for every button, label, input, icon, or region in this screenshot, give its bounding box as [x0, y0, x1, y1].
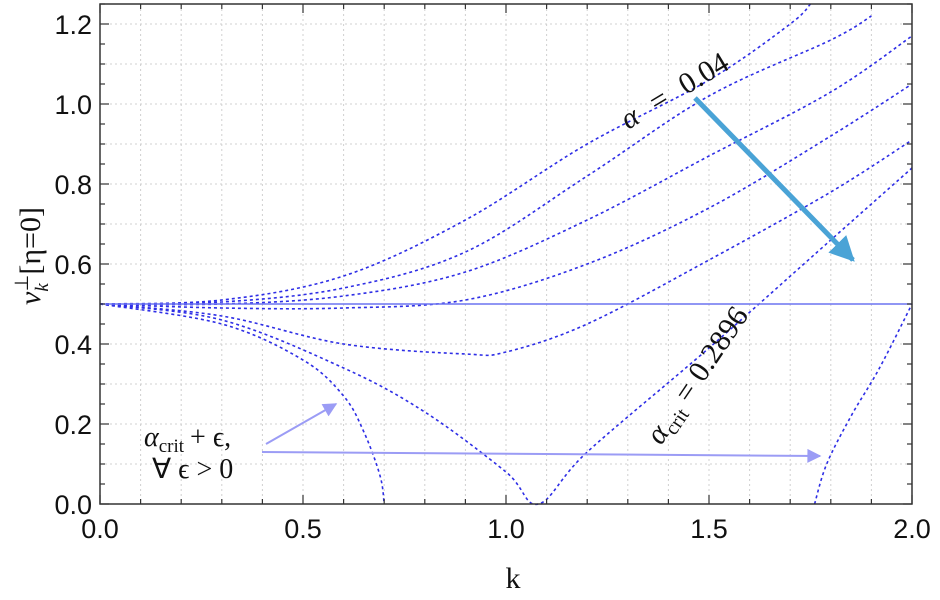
annotation-alpha-eps-line2: ∀ ϵ > 0	[152, 454, 233, 485]
series-line-2	[99, 15, 872, 305]
annotation-alpha-eps-sub: crit	[159, 436, 185, 457]
series-line-1	[99, 3, 812, 305]
annotation-alpha-eps-line1: αcrit + ϵ,	[144, 422, 231, 457]
y-axis-title: vk⊥[η=0]	[12, 207, 53, 305]
y-axis-title-base: v	[14, 291, 47, 305]
y-tick-label: 0.6	[54, 250, 92, 280]
annotation-alpha-eps-symbol: α	[144, 422, 160, 453]
pointer-arrow-left	[265, 403, 338, 445]
x-tick-label: 1.0	[487, 514, 525, 544]
svg-text:αcrit=0.2896: αcrit=0.2896	[639, 301, 758, 453]
y-tick-label: 0.0	[54, 490, 92, 520]
ticks	[99, 3, 913, 505]
y-tick-label: 0.2	[54, 410, 92, 440]
series-line-5	[99, 139, 913, 357]
tick-labels: 0.0 0.5 1.0 1.5 2.0 0.0 0.2 0.4 0.6 0.8 1.0 1.2	[54, 10, 930, 544]
annotation-alpha-top-value: 0.04	[673, 46, 735, 101]
series-line-8	[813, 303, 913, 505]
y-axis-title-sub: k	[32, 283, 53, 292]
series-line-4	[99, 83, 913, 310]
annotation-alpha-eps-rest: + ϵ,	[190, 422, 231, 453]
annotation-alpha-top-equals: =	[643, 82, 675, 119]
alpha-increase-arrow	[693, 96, 855, 262]
x-tick-label: 0.0	[81, 514, 119, 544]
x-tick-label: 0.5	[284, 514, 322, 544]
x-tick-label: 1.5	[690, 514, 728, 544]
svg-text:vk⊥[η=0]: vk⊥[η=0]	[12, 207, 53, 305]
y-axis-title-bracket: [η=0]	[14, 207, 47, 275]
annotation-alpha-crit-value: 0.2896	[682, 301, 755, 388]
y-axis-title-sup: ⊥	[12, 275, 33, 292]
series-line-6	[99, 167, 913, 505]
pointer-arrow-right	[261, 448, 822, 463]
y-tick-label: 0.8	[54, 170, 92, 200]
curves	[99, 3, 913, 505]
y-tick-label: 1.0	[54, 90, 92, 120]
y-tick-label: 1.2	[54, 10, 92, 40]
annotation-alpha-top-symbol: α	[615, 99, 647, 136]
annotation-alpha-crit: αcrit=0.2896	[639, 301, 758, 453]
series-line-3	[99, 35, 913, 306]
x-axis-title: k	[506, 562, 521, 595]
y-tick-label: 0.4	[54, 330, 92, 360]
x-tick-label: 2.0	[893, 514, 931, 544]
series-line-7	[99, 303, 385, 505]
